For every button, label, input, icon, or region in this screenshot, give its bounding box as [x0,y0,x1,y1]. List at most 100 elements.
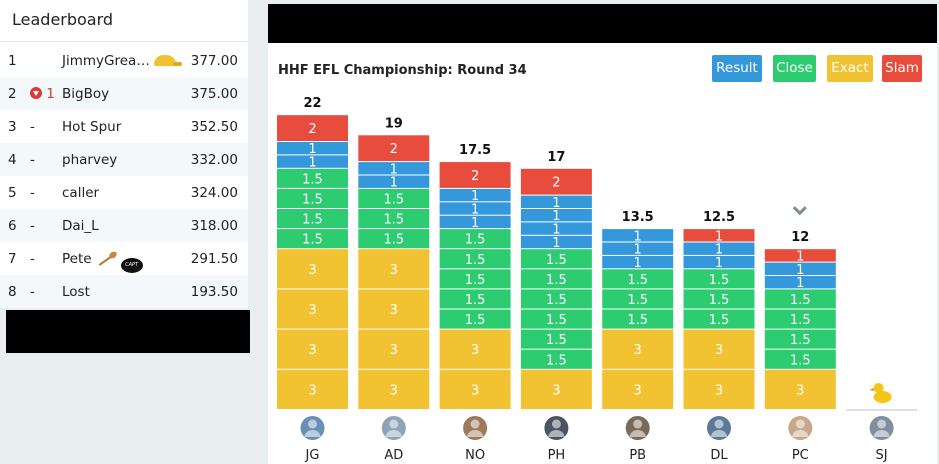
bar-segment [602,242,674,255]
segment-label: 1.5 [627,293,648,308]
bar-total-label: 12 [791,230,809,245]
avatar [629,430,646,437]
segment-label: 1 [634,229,642,244]
bar-total-label: 13.5 [622,210,654,225]
player-name[interactable]: Dai_L [62,218,99,234]
bar-total-label: 17.5 [459,143,491,158]
leaderboard-row[interactable]: 2 1 BigBoy 375.00 [0,77,248,110]
rank: 3 [8,119,17,135]
player-name[interactable]: BigBoy [62,86,110,102]
bar-segment [277,289,348,329]
bar-total-label: 22 [303,96,321,111]
legend-close-button[interactable]: Close [773,55,816,82]
segment-label: 1 [390,162,398,177]
bar-segment [439,215,511,229]
rank-change: - [30,185,35,201]
leaderboard-row[interactable]: 4- pharvey 332.00 [0,143,248,176]
bar-segment [277,168,348,188]
segment-label: 1 [308,142,316,157]
segment-label: 1.5 [302,233,323,248]
bar-segment [439,269,511,289]
player-name[interactable]: Hot Spur [62,119,122,135]
captain-armband-icon: CAPT [120,258,143,273]
segment-label: 1 [552,196,560,211]
player-name[interactable]: Pete CAPT [62,251,143,273]
avatar [470,419,480,429]
segment-label: 1.5 [790,293,811,308]
avatar [389,419,399,429]
segment-label: 1.5 [465,313,486,328]
bar-segment [520,269,592,289]
player-name[interactable]: caller [62,185,100,201]
segment-label: 1 [471,203,479,218]
segment-label: 1.5 [302,172,323,187]
rank-change: - [30,218,35,234]
segment-label: 1 [552,223,560,238]
legend-result-button[interactable]: Result [712,55,762,82]
segment-label: 1 [715,243,723,258]
leaderboard-row[interactable]: 1 JimmyGrea… 377.00 [0,44,248,77]
segment-label: 1.5 [465,293,486,308]
bar-segment [764,276,836,289]
bar-segment [520,349,592,369]
bar-segment [358,188,430,208]
bar-segment [520,195,592,208]
bar-segment [358,289,430,329]
bar-segment [277,329,348,369]
leaderboard-row[interactable]: 6- Dai_L 318.00 [0,209,248,242]
player-name[interactable]: JimmyGrea… [62,53,182,69]
score: 332.00 [190,152,238,168]
score: 291.50 [190,251,238,267]
leaderboard-row[interactable]: 5- caller 324.00 [0,176,248,209]
segment-label: 1 [471,216,479,231]
bar-segment [602,369,674,409]
bar-segment [358,229,430,249]
avatar [792,430,809,437]
legend-exact-button[interactable]: Exact [827,55,873,82]
avatar [711,430,727,437]
x-tick-label: SJ [876,448,888,463]
bar-segment [277,155,348,168]
avatar [633,419,643,429]
x-tick-label: JG [305,448,320,463]
x-tick-label: PC [792,448,809,463]
leaderboard-row[interactable]: 3- Hot Spur 352.50 [0,110,248,143]
score: 318.00 [190,218,238,234]
bar-segment [520,249,592,269]
bar-segment [277,209,348,229]
bar-segment [358,135,430,162]
legend-slam-button[interactable]: Slam [882,55,922,82]
bar-segment [358,369,430,409]
player-name[interactable]: Lost [62,284,90,300]
rank: 1 [8,53,17,69]
rank: 5 [8,185,17,201]
leaderboard-panel: Leaderboard 1 JimmyGrea… 377.00 2 1 BigBoy 37… [0,0,248,308]
bar-segment [358,329,430,369]
score: 352.50 [190,119,238,135]
rank: 6 [8,218,17,234]
segment-label: 1.5 [709,273,730,288]
avatar [467,430,484,437]
redacted-header-block [268,4,937,43]
leaderboard-row[interactable]: 7- Pete CAPT 291.50 [0,242,248,275]
segment-label: 2 [471,169,479,184]
arrow-down-icon [30,87,42,99]
segment-label: 1.5 [709,313,730,328]
bar-segment [764,262,836,275]
bar-segment [764,249,836,262]
bar-total-label: 17 [547,150,565,165]
bar-segment [602,329,674,369]
rank-change: - [30,152,35,168]
chart-title: HHF EFL Championship: Round 34 [278,63,527,78]
bar-segment [683,255,755,269]
avatar [714,419,724,429]
leaderboard-row[interactable]: 8- Lost 193.50 [0,275,248,308]
segment-label: 1.5 [465,233,486,248]
segment-label: 1 [552,236,560,251]
avatar [877,419,887,429]
player-name[interactable]: pharvey [62,152,118,168]
segment-label: 1 [308,156,316,171]
bar-segment [683,242,755,255]
segment-label: 1 [715,229,723,244]
bar-segment [520,369,592,409]
